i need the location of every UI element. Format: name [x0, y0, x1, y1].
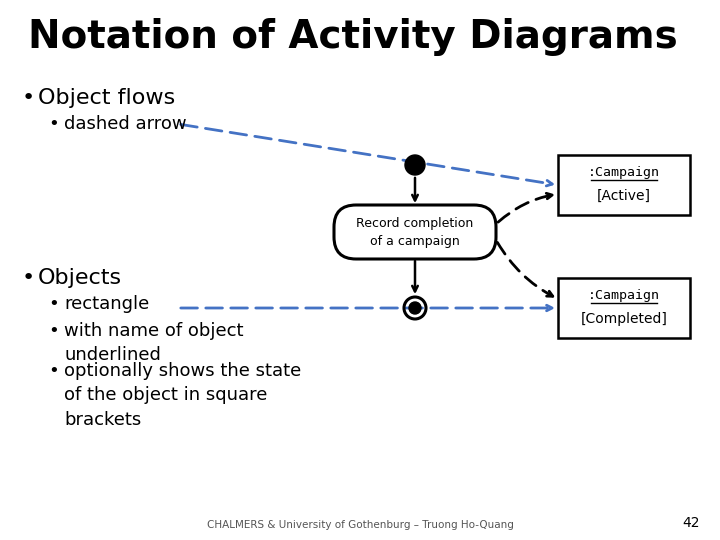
- Text: Objects: Objects: [38, 268, 122, 288]
- Bar: [558, 278, 690, 338]
- Text: [Active]: [Active]: [597, 189, 651, 203]
- Circle shape: [409, 302, 421, 314]
- Text: rectangle: rectangle: [64, 295, 149, 313]
- Text: •: •: [22, 88, 35, 108]
- Text: optionally shows the state
of the object in square
brackets: optionally shows the state of the object…: [64, 362, 301, 429]
- Bar: [558, 155, 690, 215]
- Circle shape: [405, 155, 425, 175]
- Text: •: •: [48, 295, 59, 313]
- Text: with name of object
underlined: with name of object underlined: [64, 322, 243, 364]
- Text: :Campaign: :Campaign: [588, 289, 660, 302]
- Text: Object flows: Object flows: [38, 88, 175, 108]
- Text: CHALMERS & University of Gothenburg – Truong Ho-Quang: CHALMERS & University of Gothenburg – Tr…: [207, 520, 513, 530]
- FancyBboxPatch shape: [334, 205, 496, 259]
- Text: dashed arrow: dashed arrow: [64, 115, 186, 133]
- Text: •: •: [22, 268, 35, 288]
- Text: Record completion
of a campaign: Record completion of a campaign: [356, 217, 474, 247]
- Text: Notation of Activity Diagrams: Notation of Activity Diagrams: [28, 18, 678, 56]
- Text: •: •: [48, 362, 59, 380]
- Text: •: •: [48, 322, 59, 340]
- Text: [Completed]: [Completed]: [580, 312, 667, 326]
- Text: :Campaign: :Campaign: [588, 166, 660, 179]
- Text: 42: 42: [683, 516, 700, 530]
- Text: •: •: [48, 115, 59, 133]
